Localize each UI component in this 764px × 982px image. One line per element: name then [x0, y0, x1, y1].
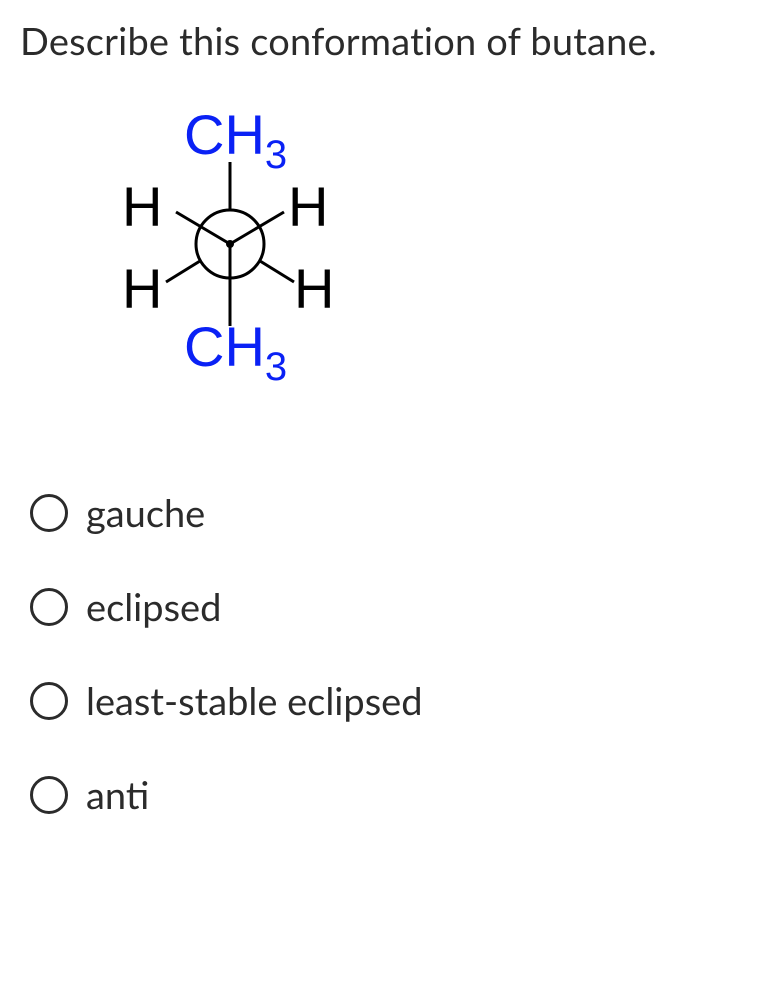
radio-icon[interactable] — [30, 776, 68, 814]
option-label: gauche — [86, 494, 205, 532]
option-gauche[interactable]: gauche — [30, 494, 744, 532]
option-label: least-stable eclipsed — [86, 682, 423, 720]
option-eclipsed[interactable]: eclipsed — [30, 588, 744, 626]
radio-icon[interactable] — [30, 588, 68, 626]
bottom-ch3-label: CH3 — [184, 315, 287, 384]
answer-options: gauche eclipsed least-stable eclipsed an… — [30, 494, 744, 814]
front-left-h: H — [122, 175, 162, 238]
radio-icon[interactable] — [30, 494, 68, 532]
back-right-h: H — [294, 257, 334, 320]
top-ch3-label: CH3 — [184, 104, 287, 177]
newman-projection-diagram: CH3 CH3 H H H H — [80, 104, 380, 384]
question-prompt: Describe this conformation of butane. — [20, 18, 744, 66]
question-page: Describe this conformation of butane. — [0, 0, 764, 888]
option-least-stable-eclipsed[interactable]: least-stable eclipsed — [30, 682, 744, 720]
option-anti[interactable]: anti — [30, 776, 744, 814]
option-label: eclipsed — [86, 588, 221, 626]
back-left-h: H — [122, 257, 162, 320]
radio-icon[interactable] — [30, 682, 68, 720]
front-right-h: H — [288, 175, 328, 238]
option-label: anti — [86, 776, 149, 814]
